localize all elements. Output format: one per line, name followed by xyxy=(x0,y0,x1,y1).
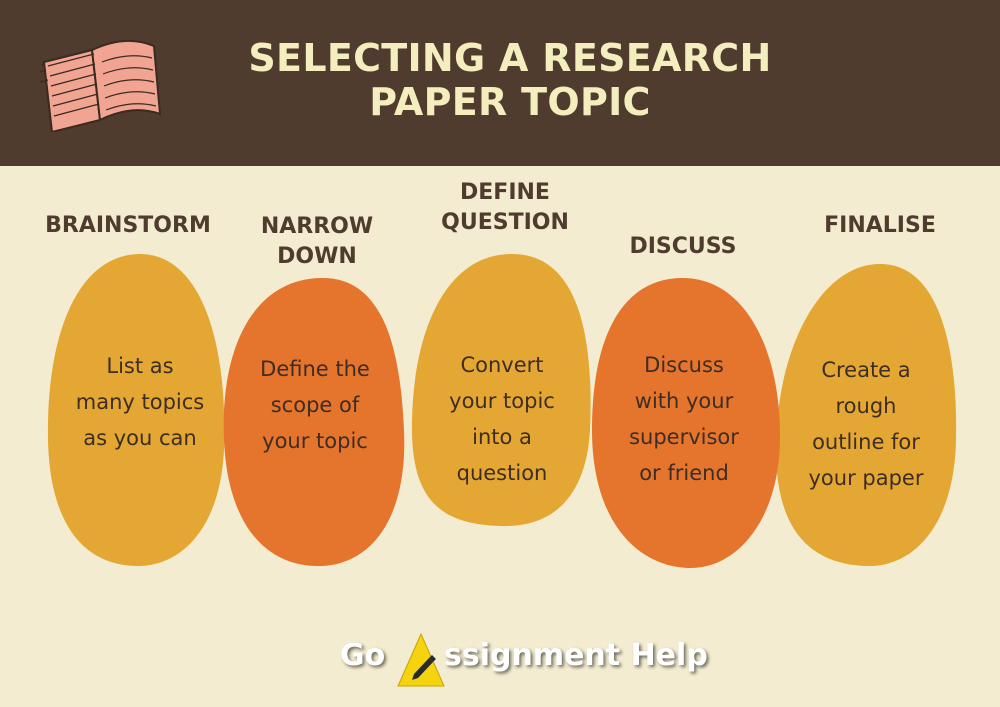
header-banner: SELECTING A RESEARCH PAPER TOPIC xyxy=(0,0,1000,166)
step-text-line: Discuss xyxy=(644,353,724,377)
brand-text-go: Go xyxy=(340,638,386,673)
step-text-line: your paper xyxy=(808,466,924,490)
step-text-finalise: Create a rough outline for your paper xyxy=(780,352,952,496)
step-text-line: scope of xyxy=(270,393,360,417)
step-text-line: or friend xyxy=(639,461,729,485)
title-line-1: SELECTING A RESEARCH xyxy=(248,36,772,80)
a-triangle-pen-logo-icon xyxy=(397,632,445,687)
step-text-line: many topics xyxy=(75,390,205,414)
step-text-line: with your xyxy=(634,389,734,413)
step-text-line: as you can xyxy=(83,426,197,450)
step-title-line: DOWN xyxy=(277,244,357,269)
step-text-line: Convert xyxy=(460,353,544,377)
page-title: SELECTING A RESEARCH PAPER TOPIC xyxy=(210,36,810,124)
step-title-discuss: DISCUSS xyxy=(608,232,758,262)
step-title-finalise: FINALISE xyxy=(800,211,960,241)
step-title-define-question: DEFINE QUESTION xyxy=(422,178,588,238)
step-title-line: NARROW xyxy=(260,214,374,239)
step-text-line: Create a xyxy=(821,358,911,382)
blob-narrow-down xyxy=(223,277,405,567)
step-text-line: supervisor xyxy=(629,425,739,449)
blob-discuss xyxy=(592,277,781,569)
step-text-narrow-down: Define the scope of your topic xyxy=(230,351,400,459)
step-title-line: BRAINSTORM xyxy=(45,213,211,238)
brand-text-assignment-help: ssignment Help xyxy=(444,638,708,673)
blob-define-question xyxy=(411,254,591,527)
blob-brainstorm xyxy=(47,254,225,566)
step-text-brainstorm: List as many topics as you can xyxy=(52,348,228,456)
title-line-2: PAPER TOPIC xyxy=(369,80,651,124)
step-text-define-question: Convert your topic into a question xyxy=(416,347,588,491)
step-text-line: your topic xyxy=(262,429,368,453)
step-text-line: question xyxy=(456,461,548,485)
step-title-narrow-down: NARROW DOWN xyxy=(236,212,398,272)
open-book-icon xyxy=(39,39,162,132)
step-title-line: QUESTION xyxy=(441,210,569,235)
step-text-line: your topic xyxy=(449,389,555,413)
step-text-line: List as xyxy=(106,354,174,378)
step-title-line: DEFINE xyxy=(460,180,550,205)
step-title-line: FINALISE xyxy=(824,213,936,238)
brand-logo: Go ssignment Help xyxy=(340,630,720,692)
step-title-brainstorm: BRAINSTORM xyxy=(30,211,226,241)
step-text-line: into a xyxy=(472,425,532,449)
step-title-line: DISCUSS xyxy=(629,234,737,259)
step-text-line: Define the xyxy=(260,357,370,381)
step-text-line: rough xyxy=(835,394,897,418)
step-text-discuss: Discuss with your supervisor or friend xyxy=(598,347,770,491)
step-text-line: outline for xyxy=(812,430,920,454)
blob-finalise xyxy=(776,264,957,567)
